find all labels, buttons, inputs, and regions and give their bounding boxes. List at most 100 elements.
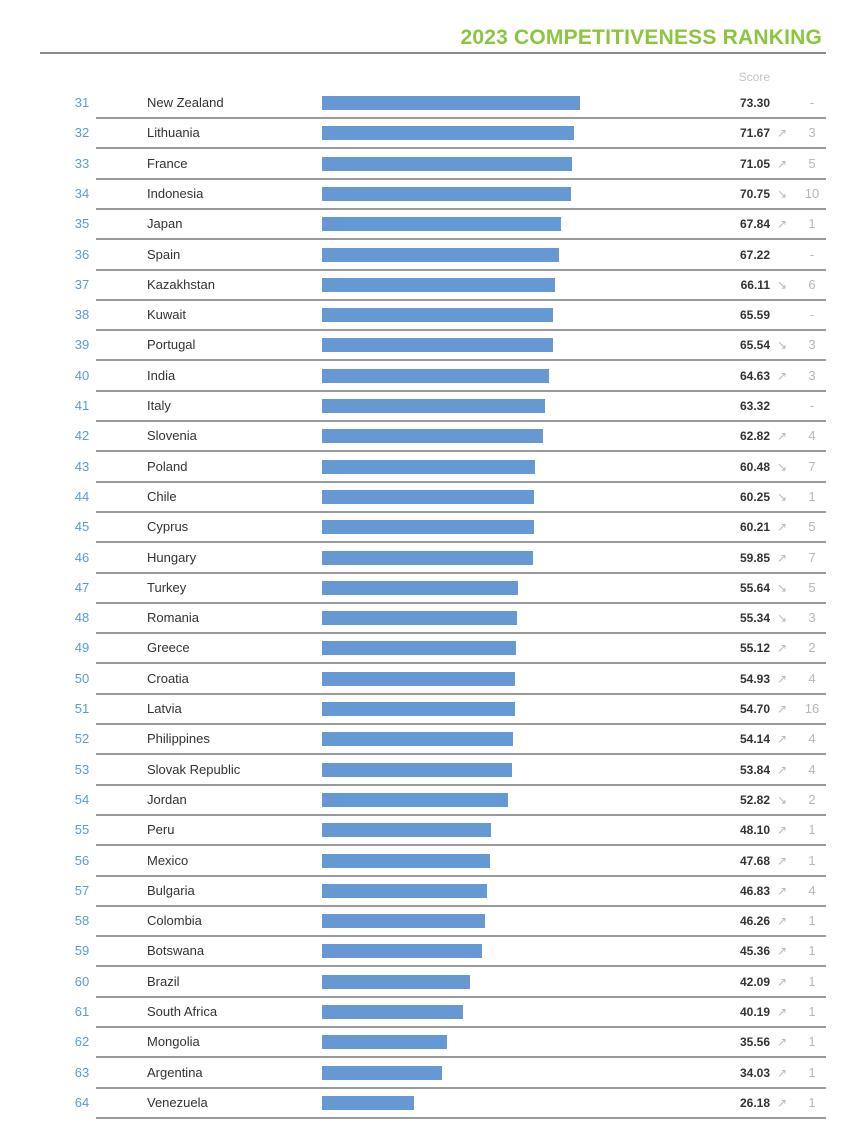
trend-down-icon: ↘: [777, 580, 788, 595]
score-value: 55.12: [739, 641, 770, 656]
ranking-row: 55 Peru 48.10 ↗ 1: [0, 815, 848, 847]
score-bar: [322, 1005, 463, 1019]
country-name: Greece: [147, 640, 190, 656]
score-bar: [322, 580, 518, 595]
rank-number: 63: [74, 1064, 90, 1080]
score-value: 65.59: [739, 308, 770, 323]
rank-change: 1: [808, 913, 816, 929]
trend-up-icon: ↗: [777, 883, 788, 898]
rank-number: 42: [74, 428, 90, 444]
country-name: Philippines: [147, 731, 210, 747]
rank-number: 50: [74, 670, 90, 686]
rank-number: 56: [74, 852, 90, 868]
country-name: Croatia: [147, 670, 189, 686]
row-divider: [96, 177, 826, 180]
country-name: Venezuela: [147, 1094, 208, 1110]
row-divider: [96, 813, 826, 816]
ranking-row: 56 Mexico 47.68 ↗ 1: [0, 846, 848, 877]
rank-number: 61: [74, 1004, 90, 1019]
ranking-row: 41 Italy 63.32 -: [0, 391, 848, 422]
country-name: Colombia: [147, 913, 202, 929]
score-value: 59.85: [739, 550, 770, 565]
score-bar: [322, 399, 545, 413]
country-name: France: [147, 155, 188, 171]
ranking-row: 47 Turkey 55.64 ↘ 5: [0, 573, 848, 604]
ranking-row: 36 Spain 67.22 -: [0, 240, 848, 271]
trend-down-icon: ↘: [777, 792, 788, 807]
score-value: 55.34: [739, 611, 770, 626]
rank-change: 1: [808, 973, 816, 989]
ranking-row: 49 Greece 55.12 ↗ 2: [0, 633, 848, 665]
row-divider: [96, 935, 826, 938]
rank-change: 5: [808, 155, 816, 171]
rank-number: 51: [74, 701, 90, 716]
rank-change: 5: [808, 519, 816, 535]
country-name: Portugal: [147, 337, 196, 353]
row-divider: [96, 117, 826, 119]
country-name: Turkey: [147, 579, 187, 595]
rank-number: 45: [74, 519, 90, 535]
ranking-row: 32 Lithuania 71.67 ↗ 3: [0, 118, 848, 150]
score-bar: [322, 1095, 414, 1110]
score-value: 46.26: [739, 914, 770, 929]
trend-up-icon: ↗: [777, 641, 788, 656]
ranking-row: 52 Philippines 54.14 ↗ 4: [0, 724, 848, 756]
score-bar: [322, 792, 508, 807]
country-name: Poland: [147, 458, 188, 474]
row-divider: [96, 238, 826, 241]
trend-up-icon: ↗: [777, 732, 788, 747]
row-divider: [96, 692, 826, 695]
row-divider: [96, 904, 826, 907]
country-name: Kuwait: [147, 307, 187, 323]
rank-change: 6: [808, 276, 816, 292]
score-value: 67.84: [739, 217, 770, 232]
ranking-row: 33 France 71.05 ↗ 5: [0, 149, 848, 180]
ranking-row: 61 South Africa 40.19 ↗ 1: [0, 997, 848, 1028]
score-value: 45.36: [739, 944, 770, 959]
rank-number: 39: [74, 337, 90, 353]
row-divider: [96, 632, 826, 635]
rank-number: 57: [74, 882, 90, 898]
page-title: 2023 COMPETITIVENESS RANKING: [460, 26, 822, 49]
score-value: 42.09: [739, 974, 770, 989]
rank-number: 31: [74, 95, 90, 110]
trend-down-icon: ↘: [777, 277, 788, 292]
rank-change: -: [809, 307, 815, 323]
rank-change: 4: [808, 882, 816, 898]
country-name: Slovenia: [147, 428, 197, 444]
score-value: 64.63: [739, 368, 770, 383]
country-name: Chile: [147, 488, 177, 504]
score-bar: [322, 823, 491, 838]
score-bar: [322, 368, 549, 383]
rank-change: 16: [804, 701, 820, 716]
score-bar: [322, 459, 535, 474]
score-value: 62.82: [739, 429, 770, 444]
trend-down-icon: ↘: [777, 459, 788, 474]
score-bar: [322, 641, 516, 656]
rank-number: 53: [74, 761, 90, 777]
score-value: 54.70: [739, 702, 770, 716]
rank-number: 59: [74, 943, 90, 959]
ranking-row: 44 Chile 60.25 ↘ 1: [0, 482, 848, 513]
score-bar: [322, 914, 485, 929]
score-value: 63.32: [739, 399, 770, 413]
score-value: 54.93: [739, 671, 770, 686]
row-divider: [96, 723, 826, 725]
score-bar: [322, 611, 517, 626]
rank-change: 3: [808, 367, 816, 383]
row-divider: [96, 601, 826, 604]
score-value: 48.10: [739, 823, 770, 838]
rank-number: 54: [74, 791, 90, 807]
country-name: Bulgaria: [147, 882, 195, 898]
rank-change: 3: [808, 337, 816, 353]
rank-number: 62: [74, 1034, 90, 1050]
country-name: Mexico: [147, 852, 189, 868]
score-bar: [322, 96, 580, 110]
row-divider: [96, 268, 826, 271]
score-bar: [322, 186, 571, 201]
row-divider: [96, 662, 826, 665]
rank-number: 44: [74, 488, 90, 504]
ranking-row: 53 Slovak Republic 53.84 ↗ 4: [0, 755, 848, 786]
score-value: 60.21: [739, 520, 770, 535]
trend-up-icon: ↗: [777, 550, 788, 565]
